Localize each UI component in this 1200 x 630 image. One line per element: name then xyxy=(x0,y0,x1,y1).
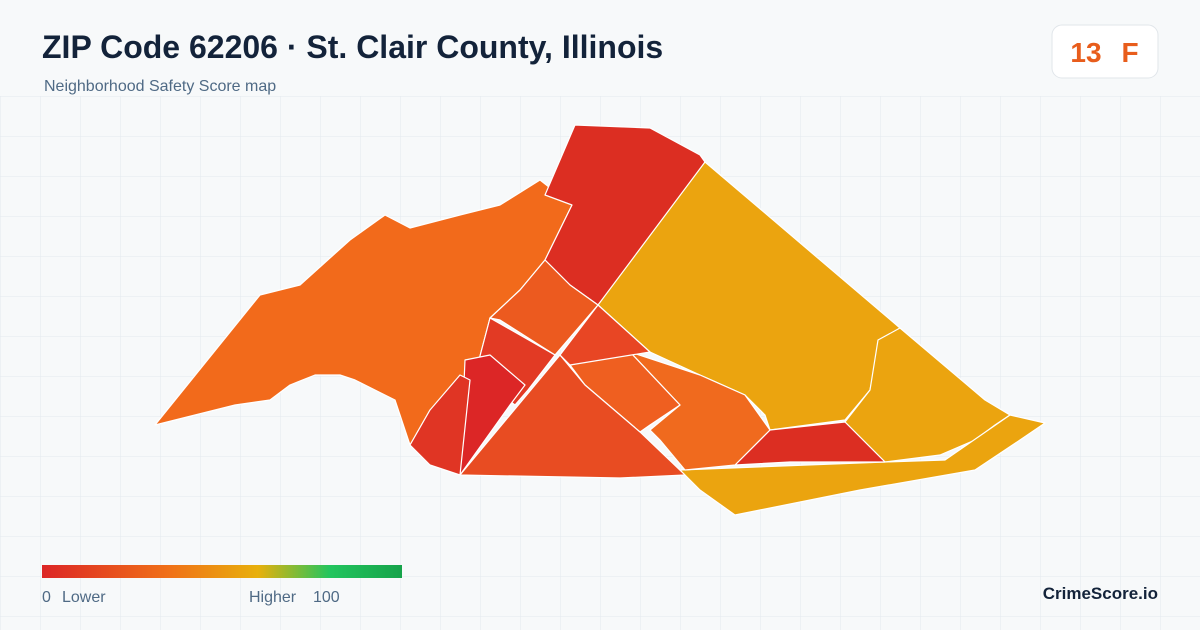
legend-min-label: Lower xyxy=(62,589,106,606)
brand: CrimeScore.io xyxy=(1043,584,1158,603)
legend-bar xyxy=(42,565,402,578)
subtitle: Neighborhood Safety Score map xyxy=(44,78,276,95)
legend-max: 100 xyxy=(313,589,340,606)
score-box xyxy=(1051,24,1159,79)
map xyxy=(154,124,1046,516)
area xyxy=(489,259,599,356)
area xyxy=(629,351,771,471)
grade: F xyxy=(1121,37,1138,68)
legend-min: 0 xyxy=(42,589,51,606)
title: ZIP Code 62206 · St. Clair County, Illin… xyxy=(42,29,663,65)
area xyxy=(409,374,471,476)
score: 13 xyxy=(1070,37,1101,68)
area xyxy=(844,327,1011,463)
area xyxy=(559,304,651,366)
legend-max-label: Higher xyxy=(249,589,297,606)
area xyxy=(679,414,1046,516)
